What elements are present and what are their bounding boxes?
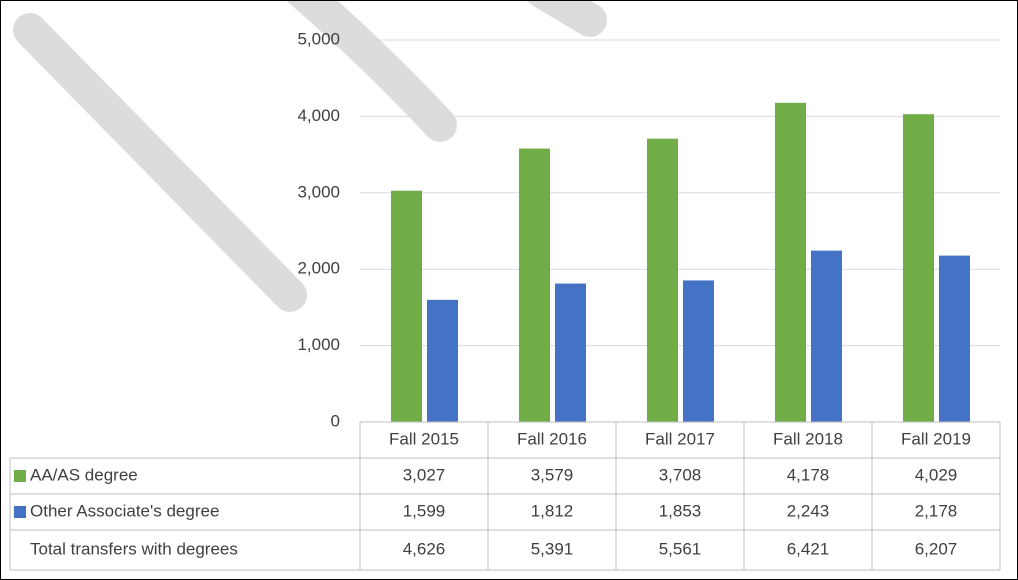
data-label: 5,561 [659, 539, 702, 558]
x-tick-label: Fall 2015 [389, 429, 459, 448]
bar [939, 255, 970, 422]
data-label: 3,708 [659, 465, 702, 484]
y-tick-label: 0 [331, 411, 340, 430]
watermark-stroke [286, 0, 457, 142]
data-label: 2,178 [915, 501, 958, 520]
data-label: 3,027 [403, 465, 446, 484]
data-label: 1,853 [659, 501, 702, 520]
x-tick-label: Fall 2019 [901, 429, 971, 448]
data-label: 6,421 [787, 539, 830, 558]
bar [555, 283, 586, 422]
bar [427, 299, 458, 422]
bar [519, 148, 550, 423]
data-label: 6,207 [915, 539, 958, 558]
y-tick-label: 2,000 [297, 259, 340, 278]
watermark [13, 0, 607, 312]
data-label: 3,579 [531, 465, 574, 484]
data-label: 5,391 [531, 539, 574, 558]
bar [903, 114, 934, 423]
watermark-stroke [13, 13, 307, 312]
data-label: 4,178 [787, 465, 830, 484]
table-row-label: Total transfers with degrees [30, 539, 238, 558]
y-tick-label: 1,000 [297, 335, 340, 354]
bar [775, 102, 806, 423]
bar [391, 190, 422, 422]
data-label: 4,029 [915, 465, 958, 484]
y-tick-label: 4,000 [297, 106, 340, 125]
y-tick-label: 5,000 [297, 29, 340, 48]
bar [683, 280, 714, 422]
legend-swatch [14, 506, 26, 518]
x-tick-label: Fall 2016 [517, 429, 587, 448]
x-tick-label: Fall 2018 [773, 429, 843, 448]
data-label: 4,626 [403, 539, 446, 558]
legend-label: AA/AS degree [30, 465, 138, 484]
data-label: 1,812 [531, 501, 574, 520]
legend-swatch [14, 470, 26, 482]
y-tick-label: 3,000 [297, 182, 340, 201]
legend-label: Other Associate's degree [30, 501, 219, 520]
bar [811, 250, 842, 422]
x-tick-label: Fall 2017 [645, 429, 715, 448]
data-label: 2,243 [787, 501, 830, 520]
watermark-stroke [526, 0, 607, 37]
bar [647, 138, 678, 422]
data-label: 1,599 [403, 501, 446, 520]
